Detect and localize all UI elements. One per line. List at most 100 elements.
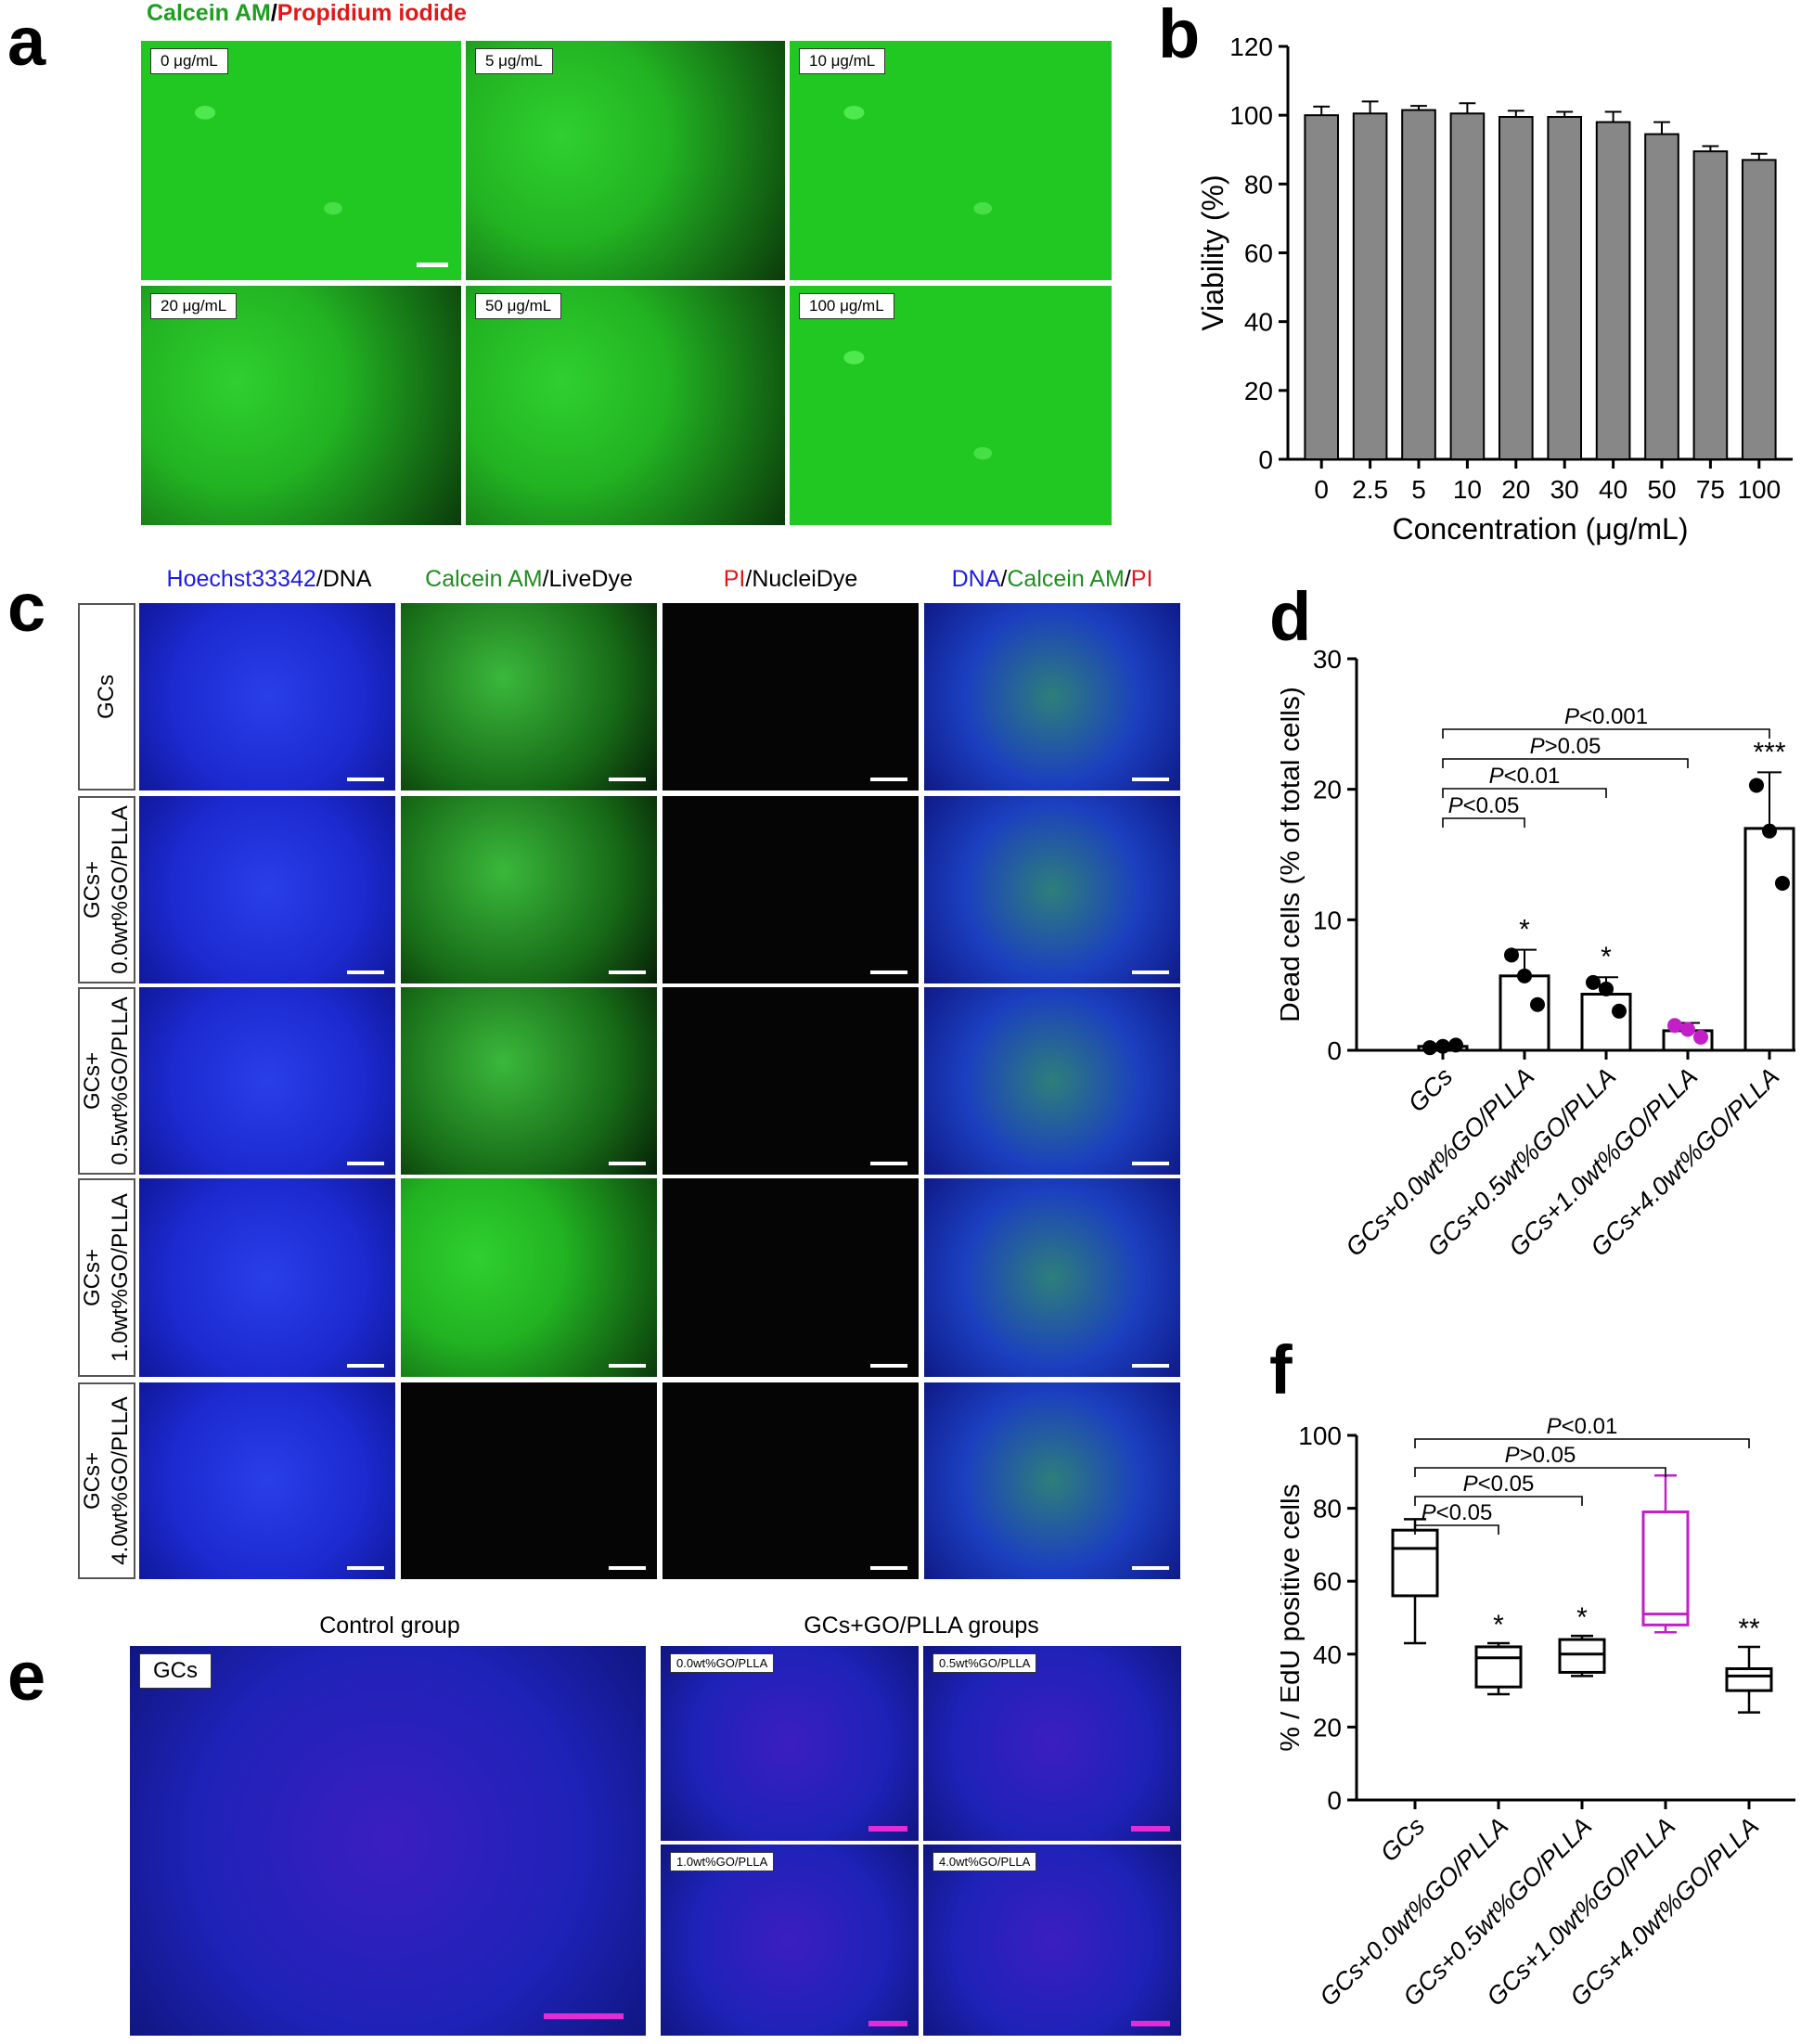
edu-group-label: 4.0wt%GO/PLLA <box>933 1852 1037 1871</box>
scale-bar <box>870 1566 907 1570</box>
significance-marker: * <box>1601 942 1612 972</box>
bar <box>1580 993 1632 1052</box>
significance-marker: *** <box>1753 737 1785 767</box>
p-value: <0.05 <box>1478 1472 1535 1497</box>
y-tick-label: 80 <box>1313 1495 1342 1523</box>
scale-bar <box>1132 778 1169 781</box>
comparison-label: P<0.001 <box>1564 704 1648 729</box>
panel-label-c: c <box>7 569 46 646</box>
micrograph-c <box>401 1382 657 1579</box>
y-axis-label: % / EdU positive cells <box>1280 1484 1306 1751</box>
col-header-calcein: Calcein AM/LiveDye <box>399 566 659 593</box>
micrograph-c <box>924 1382 1180 1579</box>
data-point <box>1612 1003 1627 1019</box>
data-point <box>1680 1022 1695 1037</box>
scale-bar <box>609 1566 646 1570</box>
col-header-pi: PI/NucleiDye <box>661 566 920 593</box>
scale-bar <box>609 778 646 781</box>
p-value: <0.01 <box>1504 764 1561 789</box>
data-point <box>1448 1037 1463 1053</box>
row-label: GCs <box>78 603 135 791</box>
calcein-label: Calcein AM <box>147 0 271 26</box>
scale-bar <box>1132 1364 1169 1368</box>
scale-bar <box>868 2021 907 2026</box>
y-tick-label: 0 <box>1327 1786 1342 1815</box>
bar <box>1743 827 1795 1052</box>
scale-bar <box>347 778 384 781</box>
data-point <box>1517 968 1532 983</box>
data-point <box>1693 1029 1708 1045</box>
box <box>1474 1645 1523 1689</box>
edu-group-image-0: 0.0wt%GO/PLLA <box>661 1646 919 1841</box>
x-axis-label: Concentration (μg/mL) <box>1392 512 1688 546</box>
p-value: <0.001 <box>1579 704 1648 729</box>
p-symbol: P <box>1463 1472 1478 1497</box>
data-point <box>1599 981 1614 996</box>
comparison-bracket <box>1414 1524 1499 1535</box>
comparison-label: P<0.05 <box>1448 793 1520 818</box>
panel-label-e: e <box>7 1638 46 1715</box>
scale-bar <box>347 1162 384 1165</box>
scale-bar <box>544 2013 624 2019</box>
col-header-dna: Hoechst33342/DNA <box>139 566 399 593</box>
bar <box>1401 109 1436 461</box>
row-label: GCs+ 4.0wt%GO/PLLA <box>78 1382 135 1579</box>
p-symbol: P <box>1448 793 1463 818</box>
scale-bar <box>609 1162 646 1165</box>
bar <box>1595 121 1631 460</box>
scale-bar <box>347 1364 384 1368</box>
scale-bar <box>870 971 907 974</box>
data-point <box>1775 875 1790 891</box>
x-category-label: GCs <box>1375 1812 1430 1867</box>
micrograph-c <box>663 1382 919 1579</box>
merge-pi: PI <box>1130 566 1153 592</box>
significance-marker: * <box>1576 1602 1588 1633</box>
significance-marker: ** <box>1738 1613 1760 1644</box>
micrograph-c <box>924 603 1180 791</box>
row-label: GCs+ 0.0wt%GO/PLLA <box>78 796 135 983</box>
y-tick-label: 120 <box>1229 32 1273 61</box>
p-symbol: P <box>1505 1443 1520 1468</box>
col-header-merge: DNA/Calcein AM/PI <box>922 566 1182 593</box>
x-tick-label: 10 <box>1453 475 1482 504</box>
pi-label: Propidium iodide <box>277 0 467 26</box>
dead-cells-bar-chart: 0102030*****P<0.05P<0.01P>0.05P<0.001GCs… <box>1280 645 1795 1262</box>
micrograph-label: 5 μg/mL <box>475 48 553 74</box>
go-plla-groups-title: GCs+GO/PLLA groups <box>804 1613 1039 1639</box>
merge-dna: DNA <box>951 566 1001 592</box>
x-tick-label: 50 <box>1647 475 1676 504</box>
x-tick-label: 75 <box>1696 475 1725 504</box>
scale-bar <box>1131 1826 1170 1832</box>
micrograph-c <box>401 987 657 1175</box>
comparison-label: P<0.05 <box>1463 1472 1535 1497</box>
micrograph-c <box>401 1178 657 1377</box>
edu-group-image-2: 1.0wt%GO/PLLA <box>661 1845 919 2036</box>
micrograph-a-2: 10 μg/mL <box>790 41 1112 280</box>
edu-control-image: GCs <box>130 1646 646 2036</box>
micrograph-c <box>663 796 919 983</box>
row-label: GCs+ 1.0wt%GO/PLLA <box>78 1178 135 1377</box>
bar <box>1692 150 1729 461</box>
bar <box>1304 114 1340 461</box>
box <box>1641 1511 1690 1626</box>
bar <box>1498 116 1534 460</box>
scale-bar <box>870 778 907 781</box>
micrograph-c <box>139 1382 395 1579</box>
data-point <box>1422 1040 1437 1056</box>
x-tick-label: 100 <box>1737 475 1781 504</box>
p-value: <0.01 <box>1562 1414 1618 1439</box>
scale-bar <box>347 971 384 974</box>
y-tick-label: 0 <box>1327 1036 1342 1065</box>
row-label: GCs+ 0.5wt%GO/PLLA <box>78 987 135 1175</box>
row-label-text: GCs+ 0.0wt%GO/PLLA <box>80 805 133 974</box>
edu-group-image-3: 4.0wt%GO/PLLA <box>923 1845 1181 2036</box>
micrograph-c <box>663 1178 919 1377</box>
micrograph-c <box>139 987 395 1175</box>
scale-bar <box>609 971 646 974</box>
y-tick-label: 10 <box>1313 906 1342 934</box>
scale-bar <box>417 263 448 267</box>
comparison-bracket <box>1414 1467 1666 1477</box>
y-tick-label: 100 <box>1229 101 1273 130</box>
micrograph-c <box>924 987 1180 1175</box>
